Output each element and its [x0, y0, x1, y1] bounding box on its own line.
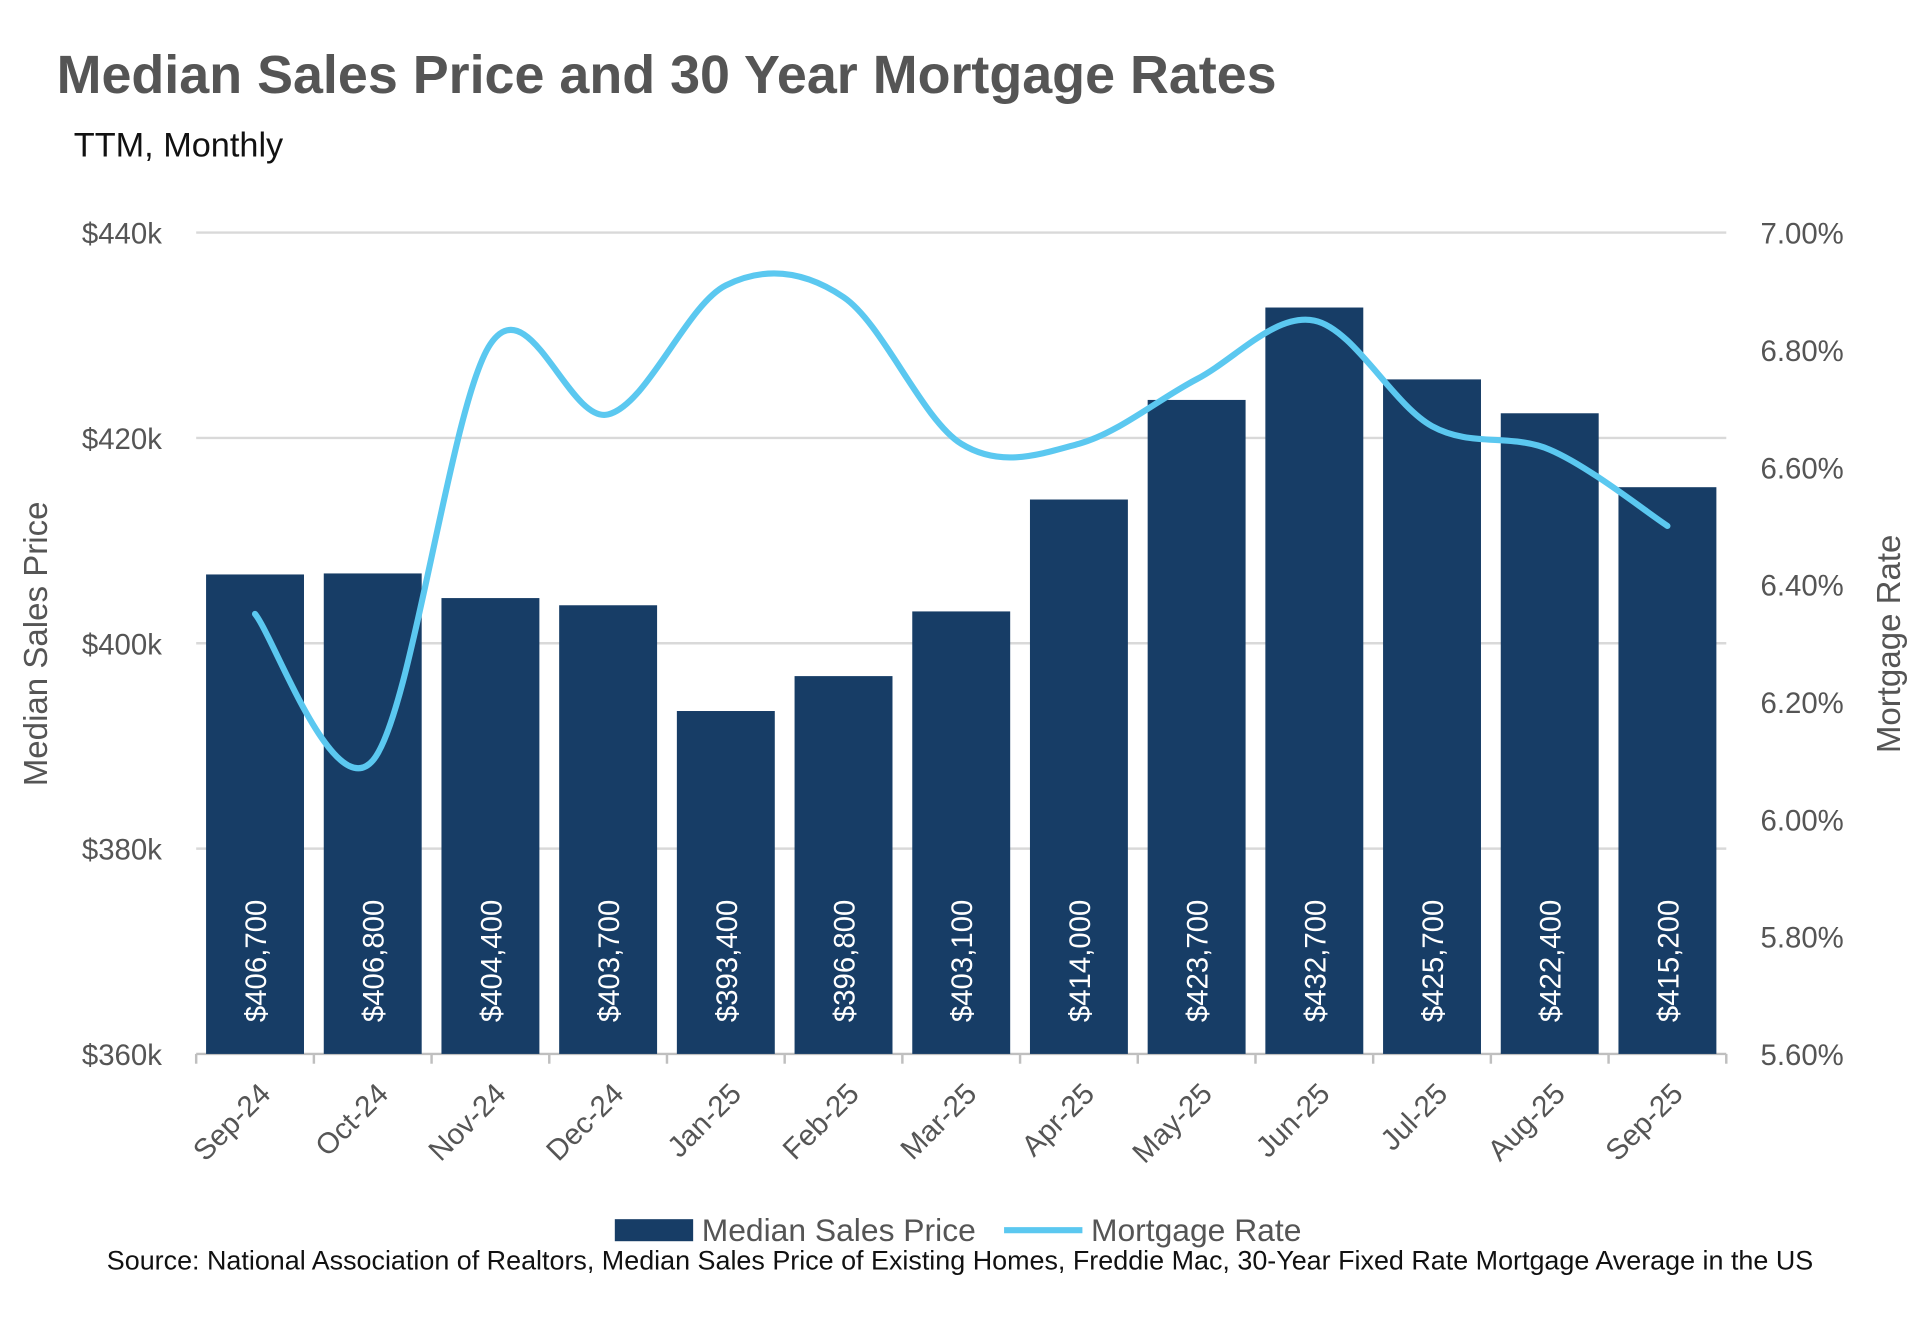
y-tick-left: $420k	[82, 423, 162, 456]
bar-data-label: $403,700	[593, 900, 626, 1022]
x-tick-label: Jun-25	[1250, 1077, 1337, 1164]
legend-swatch-bar	[614, 1219, 694, 1242]
x-tick-label: Aug-25	[1482, 1077, 1572, 1167]
y-tick-right: 6.00%	[1761, 804, 1844, 837]
bar-data-label: $393,400	[711, 900, 744, 1022]
y-axis-left-title: Median Sales Price	[18, 502, 55, 787]
y-axis-right-title: Mortgage Rate	[1871, 535, 1908, 754]
bar-data-label: $432,700	[1299, 900, 1332, 1022]
y-tick-left: $360k	[82, 1039, 162, 1072]
x-tick-label: Dec-24	[540, 1077, 630, 1167]
bar-data-label: $425,700	[1417, 900, 1450, 1022]
x-tick-label: Mar-25	[894, 1077, 983, 1166]
x-tick-label: May-25	[1126, 1077, 1219, 1170]
chart-title: Median Sales Price and 30 Year Mortgage …	[57, 45, 1277, 105]
x-tick-label: Sep-24	[187, 1077, 277, 1167]
legend-label-line: Mortgage Rate	[1091, 1212, 1301, 1248]
source-note: Source: National Association of Realtors…	[107, 1245, 1813, 1275]
y-tick-right: 6.40%	[1761, 570, 1844, 603]
bar-data-label: $403,100	[946, 900, 979, 1022]
chart-subtitle: TTM, Monthly	[74, 127, 284, 165]
bar	[323, 573, 422, 1054]
y-tick-right: 6.20%	[1761, 687, 1844, 720]
y-tick-left: $400k	[82, 628, 162, 661]
bar	[676, 711, 775, 1054]
bar	[1147, 399, 1246, 1054]
bar	[1029, 499, 1128, 1054]
x-tick-label: Jul-25	[1374, 1077, 1454, 1157]
x-tick-label: Jan-25	[661, 1077, 748, 1164]
bar-data-label: $406,700	[240, 900, 273, 1022]
bar	[912, 611, 1011, 1054]
legend: Median Sales Price Mortgage Rate	[614, 1212, 1301, 1248]
x-tick-label: Oct-24	[309, 1077, 395, 1163]
bar	[1383, 379, 1481, 1054]
y-tick-right: 6.80%	[1761, 335, 1844, 368]
x-tick-label: Apr-25	[1015, 1077, 1101, 1163]
mortgage-rate-line	[251, 270, 1671, 772]
bar-data-label: $422,400	[1535, 900, 1568, 1022]
y-tick-right: 5.80%	[1761, 922, 1844, 955]
bar	[559, 605, 658, 1054]
y-tick-left: $380k	[82, 834, 162, 867]
bar	[206, 574, 304, 1054]
legend-label-bar: Median Sales Price	[702, 1212, 976, 1248]
y-tick-right: 6.60%	[1761, 452, 1844, 485]
x-tick-label: Feb-25	[776, 1077, 865, 1166]
x-tick-label: Sep-25	[1599, 1077, 1689, 1167]
bar-data-label: $414,000	[1064, 900, 1097, 1022]
bar-data-label: $415,200	[1652, 900, 1685, 1022]
y-tick-right: 5.60%	[1761, 1039, 1844, 1072]
bar	[1500, 413, 1599, 1054]
bar-data-label: $406,800	[358, 900, 391, 1022]
bar-data-label: $404,400	[475, 900, 508, 1022]
x-tick-label: Nov-24	[422, 1077, 512, 1167]
bar	[794, 676, 893, 1054]
bar-data-label: $396,800	[829, 900, 862, 1022]
y-tick-right: 7.00%	[1761, 218, 1844, 251]
bars: $406,700 $406,800 $404,400 $403,700 $393,400…	[206, 307, 1717, 1054]
bar	[441, 598, 540, 1054]
bar	[1618, 487, 1717, 1054]
y-tick-left: $440k	[82, 218, 162, 251]
bar-data-label: $423,700	[1182, 900, 1215, 1022]
bar	[1265, 307, 1364, 1054]
